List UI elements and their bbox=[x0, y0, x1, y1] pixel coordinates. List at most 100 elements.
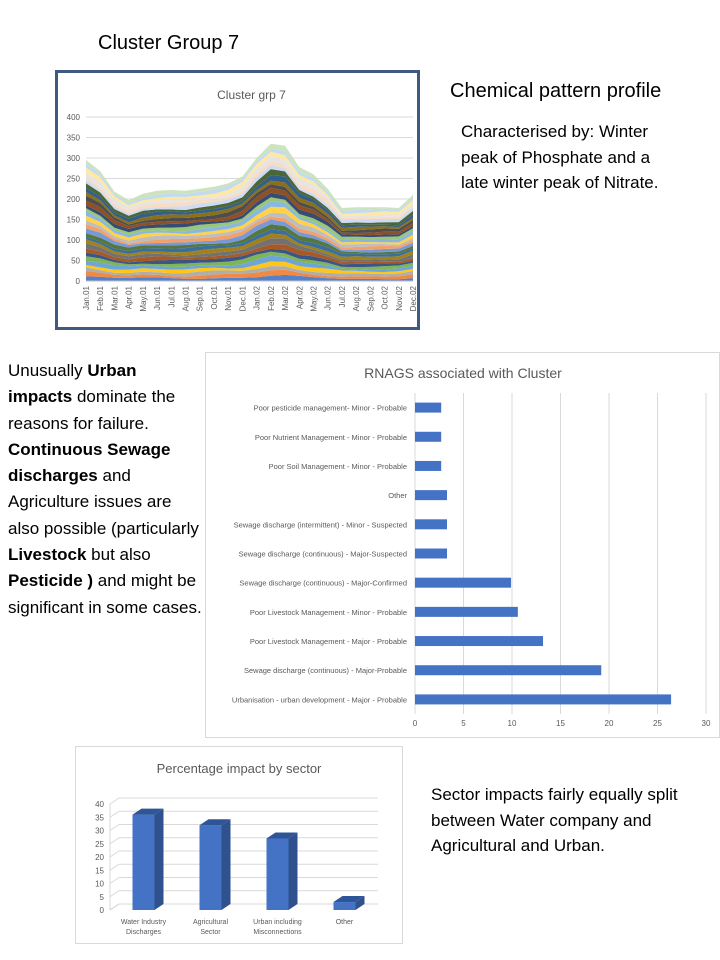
gridline-side bbox=[109, 797, 120, 805]
category-label: Poor pesticide management- Minor - Proba… bbox=[254, 404, 407, 413]
column-front bbox=[333, 902, 356, 910]
area-series-band bbox=[86, 151, 413, 216]
y-tick-label: 100 bbox=[67, 236, 81, 245]
x-tick-label: Sep.01 bbox=[196, 285, 205, 311]
bar bbox=[415, 519, 448, 530]
area-series-band bbox=[86, 274, 413, 281]
chart-title: Cluster grp 7 bbox=[217, 88, 286, 102]
bar bbox=[415, 636, 544, 647]
profile-title: Chemical pattern profile bbox=[450, 80, 662, 102]
y-tick-label: 40 bbox=[95, 800, 104, 809]
x-tick-label: Mar.01 bbox=[110, 285, 119, 310]
paragraph-text: but also bbox=[86, 545, 151, 565]
area-series-band bbox=[86, 184, 413, 233]
cluster-area-chart: Cluster grp 7 0 50 100 150 200 250 300 350 400 Jan… bbox=[67, 88, 418, 312]
emphasis-text: Continuous Sewage discharges bbox=[8, 439, 171, 486]
urban-impacts-paragraph: Unusually Urban impacts dominate the rea… bbox=[8, 358, 204, 621]
y-tick-label: 400 bbox=[67, 113, 81, 122]
category-label: Poor Soil Management - Minor - Probable bbox=[269, 462, 407, 471]
y-tick-label: 15 bbox=[95, 866, 104, 875]
sector-chart-frame: Percentage impact by sector 0 5 10 15 20 25 30 3… bbox=[75, 746, 403, 944]
category-label: Agricultural Sector bbox=[193, 919, 228, 936]
area-series-band bbox=[86, 266, 413, 277]
category-label: Sewage discharge (continuous) - Major-Co… bbox=[239, 579, 407, 588]
x-tick-label: Jun.01 bbox=[153, 285, 162, 310]
column-front bbox=[132, 814, 155, 910]
area-series-band bbox=[86, 244, 413, 265]
column-top bbox=[199, 819, 231, 826]
area-series-band bbox=[86, 197, 413, 240]
area-series-band bbox=[86, 269, 413, 280]
y-tick-label: 25 bbox=[95, 840, 104, 849]
y-tick-label: 150 bbox=[67, 216, 81, 225]
area-series-band bbox=[86, 192, 413, 238]
category-label: Urbanisation - urban development - Major… bbox=[232, 695, 407, 704]
chart-title: Percentage impact by sector bbox=[157, 761, 322, 776]
x-tick-label: Apr.02 bbox=[295, 285, 304, 309]
x-tick-label: Oct.02 bbox=[381, 285, 390, 309]
y-tick-label: 50 bbox=[71, 257, 80, 266]
gridline-side bbox=[109, 863, 120, 871]
gridline-side bbox=[109, 850, 120, 858]
gridline-side bbox=[109, 890, 120, 898]
gridline-side bbox=[109, 824, 120, 831]
rnags-chart-frame: RNAGS associated with Cluster 0 5 10 15 20 25 3… bbox=[205, 352, 720, 738]
x-tick-label: Mar.02 bbox=[281, 285, 290, 310]
y-tick-label: 5 bbox=[100, 893, 105, 902]
x-tick-label: 20 bbox=[605, 719, 614, 728]
x-tick-label: 25 bbox=[653, 719, 662, 728]
x-tick-label: Jul.01 bbox=[167, 285, 176, 307]
area-series-band bbox=[86, 212, 413, 248]
x-tick-label: Jan.01 bbox=[82, 285, 91, 310]
category-label: Poor Livestock Management - Major - Prob… bbox=[250, 637, 407, 646]
paragraph-text: and Agriculture issues are also possible… bbox=[8, 466, 199, 538]
y-tick-label: 300 bbox=[67, 154, 81, 163]
bar bbox=[415, 460, 442, 471]
column-side bbox=[154, 808, 164, 910]
bar bbox=[415, 402, 442, 413]
emphasis-text: Urban impacts bbox=[8, 361, 137, 407]
cluster-area-chart-frame: Cluster grp 7 0 50 100 150 200 250 300 350 400 Jan… bbox=[55, 70, 420, 330]
area-series-band bbox=[86, 224, 413, 255]
x-tick-label: 0 bbox=[413, 719, 418, 728]
area-series-band bbox=[86, 229, 413, 257]
area-series-band bbox=[86, 238, 413, 262]
gridline-side bbox=[109, 903, 120, 911]
x-tick-label: 30 bbox=[702, 719, 711, 728]
category-label: Sewage discharge (continuous) - Major-Pr… bbox=[244, 666, 407, 675]
x-tick-label: May.01 bbox=[139, 285, 148, 311]
profile-description: Characterised by: Winter peak of Phospha… bbox=[461, 122, 659, 192]
area-series-band bbox=[86, 175, 413, 228]
bar bbox=[415, 606, 518, 617]
y-tick-label: 0 bbox=[100, 906, 105, 915]
column-side bbox=[355, 896, 365, 910]
area-series-band bbox=[86, 143, 413, 211]
x-tick-label: Dec.02 bbox=[409, 285, 417, 311]
x-tick-label: Aug.01 bbox=[182, 285, 191, 311]
category-label: Sewage discharge (continuous) - Major-Su… bbox=[239, 550, 407, 559]
paragraph-text: dominate the reasons for failure. bbox=[8, 387, 176, 433]
x-tick-label: Jul.02 bbox=[338, 285, 347, 307]
emphasis-text: Livestock bbox=[8, 545, 87, 565]
area-series-band bbox=[86, 248, 413, 268]
y-tick-label: 350 bbox=[67, 134, 81, 143]
bar bbox=[415, 431, 442, 442]
area-series-band bbox=[86, 156, 413, 218]
y-tick-label: 200 bbox=[67, 195, 81, 204]
x-tick-label: Nov.02 bbox=[395, 285, 404, 310]
x-tick-label: Jun.02 bbox=[324, 285, 333, 310]
column-side bbox=[221, 819, 231, 910]
category-label: Urban including Misconnections bbox=[253, 919, 302, 936]
y-tick-label: 10 bbox=[95, 880, 104, 889]
y-tick-label: 20 bbox=[95, 853, 104, 862]
category-label: Other bbox=[388, 491, 407, 500]
bar bbox=[415, 548, 448, 559]
emphasis-text: Pesticide ) bbox=[8, 571, 94, 591]
area-series-band bbox=[86, 180, 413, 231]
rnags-bar-chart: RNAGS associated with Cluster 0 5 10 15 20 25 3… bbox=[232, 365, 711, 728]
x-tick-label: Feb.02 bbox=[267, 285, 276, 310]
bar bbox=[415, 665, 602, 676]
gridline-side bbox=[109, 837, 120, 845]
column-top bbox=[333, 896, 365, 903]
category-label: Poor Nutrient Management - Minor - Proba… bbox=[255, 433, 407, 442]
